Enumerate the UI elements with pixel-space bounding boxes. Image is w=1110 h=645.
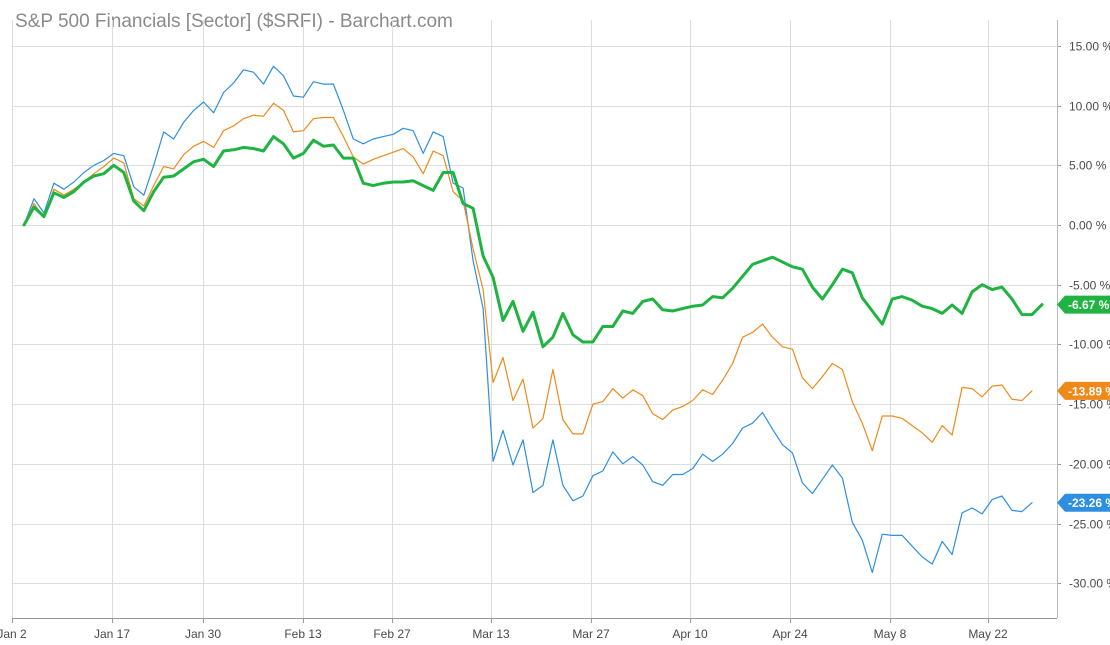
x-tick-label: Mar 27 — [572, 627, 610, 641]
series-line-0 — [23, 65, 1033, 574]
y-tick-label: -30.00 % — [1069, 577, 1110, 591]
last-value-badge-1 — [1057, 381, 1110, 400]
x-tick-label: Jan 2 — [0, 627, 27, 641]
last-value-label-2: -6.67 % — [1068, 298, 1110, 312]
y-axis-tick-labels: 15.00 % 10.00 % 5.00 % 0.00 % -5.00 % -10.00 … — [1069, 40, 1110, 591]
y-tick-label: -5.00 % — [1069, 279, 1110, 293]
axes — [12, 20, 1061, 623]
grid-lines — [12, 20, 1057, 618]
x-tick-label: Apr 10 — [672, 627, 708, 641]
y-tick-label: 0.00 % — [1069, 219, 1107, 233]
y-tick-label: 5.00 % — [1069, 159, 1107, 173]
x-tick-label: Jan 17 — [94, 627, 130, 641]
chart-title: S&P 500 Financials [Sector] ($SRFI) - Ba… — [15, 11, 453, 32]
y-tick-label: -25.00 % — [1069, 518, 1110, 532]
y-tick-label: -10.00 % — [1069, 338, 1110, 352]
last-value-label-0: -23.26 % — [1068, 496, 1110, 510]
series-lines — [22, 65, 1044, 574]
x-tick-label: Feb 27 — [373, 627, 411, 641]
y-tick-label: 15.00 % — [1069, 40, 1110, 54]
y-tick-label: -20.00 % — [1069, 458, 1110, 472]
x-axis-tick-labels: Jan 2 Jan 17 Jan 30 Feb 13 Feb 27 Mar 13 Mar 2… — [0, 627, 1008, 641]
x-tick-label: May 8 — [874, 627, 907, 641]
last-value-badges: -23.26 % -13.89 % -6.67 % — [1057, 295, 1110, 512]
y-tick-label: -15.00 % — [1069, 398, 1110, 412]
last-value-badge-2 — [1057, 295, 1110, 314]
x-tick-label: Mar 13 — [472, 627, 510, 641]
last-value-label-1: -13.89 % — [1068, 384, 1110, 398]
series-line-2 — [22, 135, 1044, 349]
x-tick-label: Apr 24 — [772, 627, 808, 641]
y-tick-label: 10.00 % — [1069, 100, 1110, 114]
x-tick-label: Feb 13 — [284, 627, 322, 641]
x-tick-label: Jan 30 — [185, 627, 221, 641]
x-tick-label: May 22 — [968, 627, 1008, 641]
series-line-1 — [23, 102, 1033, 452]
last-value-badge-0 — [1057, 493, 1110, 512]
